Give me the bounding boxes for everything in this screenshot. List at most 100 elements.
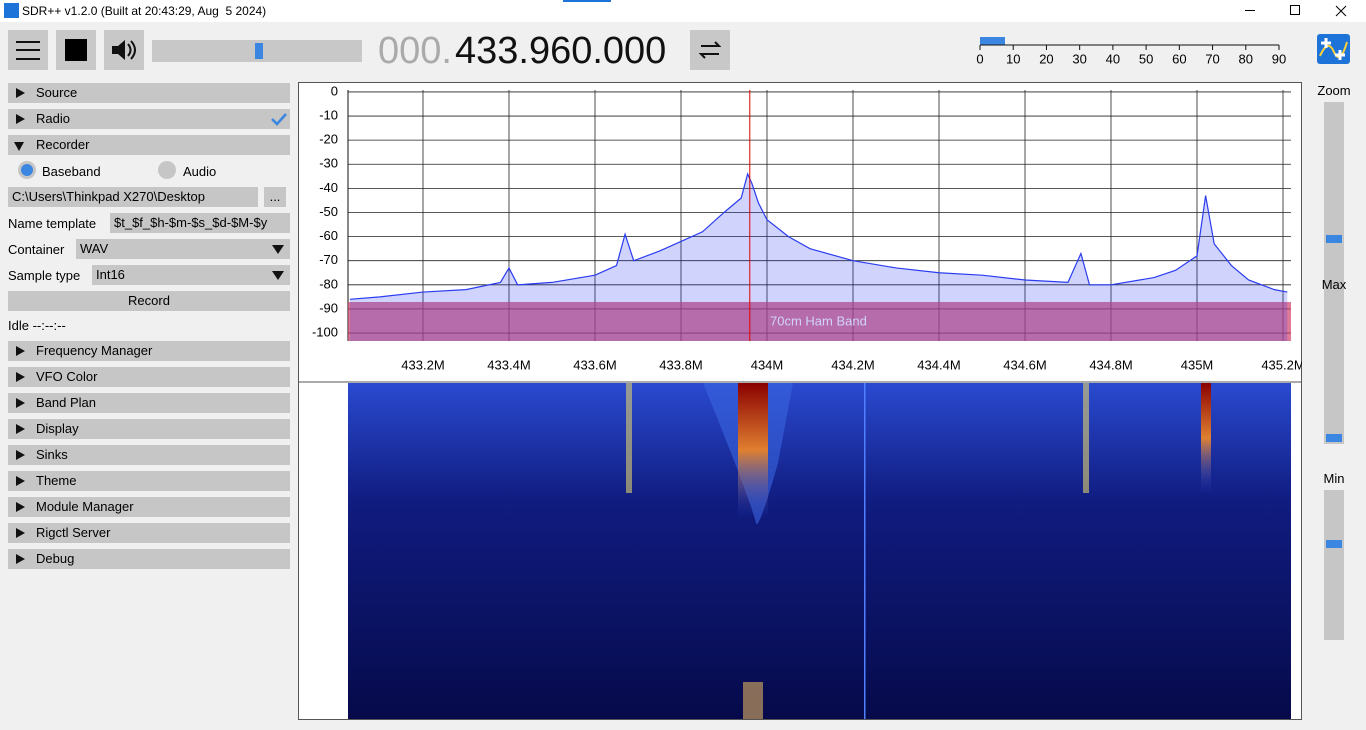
menu-label: Rigctl Server <box>36 525 111 540</box>
meter-tick-label: 90 <box>1272 51 1286 66</box>
frequency[interactable]: 433.960.000 <box>455 30 667 72</box>
label: Audio <box>183 164 217 179</box>
x-tick-label: 434.2M <box>831 357 874 372</box>
path-input[interactable]: C:\Users\Thinkpad X270\Desktop <box>8 187 258 207</box>
y-tick-label: -30 <box>319 156 338 171</box>
menu-header[interactable]: Radio <box>8 109 290 129</box>
menu-header[interactable]: Sinks <box>8 445 290 465</box>
meter-tick-label: 10 <box>1006 51 1020 66</box>
checkmark <box>271 113 287 126</box>
y-tick-label: -10 <box>319 107 338 122</box>
x-tick-label: 433.8M <box>659 357 702 372</box>
y-tick-label: -60 <box>319 228 338 243</box>
meter-tick-label: 20 <box>1039 51 1053 66</box>
menu-header[interactable]: Recorder <box>8 135 290 155</box>
menu-header[interactable]: Band Plan <box>8 393 290 413</box>
y-tick-label: -100 <box>312 324 338 339</box>
spectrum-waterfall: 0 -10 -20 -30 -40 -50 -60 -70 -80 -90 -100 433.2M 43… <box>298 82 1302 720</box>
label: Name template <box>8 216 97 231</box>
trace <box>349 172 1288 300</box>
sample-type-select[interactable]: Int16 <box>92 265 290 285</box>
y-tick-label: -40 <box>319 180 338 195</box>
y-tick-label: -20 <box>319 132 338 147</box>
menu-label: Module Manager <box>36 499 134 514</box>
menu-label: Display <box>36 421 79 436</box>
snr-meter: 0 10 20 30 40 50 60 70 80 90 <box>976 37 1286 66</box>
menu-header[interactable]: Module Manager <box>8 497 290 517</box>
menu-label: Recorder <box>36 137 90 152</box>
menu-label: Radio <box>36 111 70 126</box>
menu-header[interactable]: Rigctl Server <box>8 523 290 543</box>
y-tick-label: 0 <box>331 83 338 98</box>
y-tick-label: -80 <box>319 276 338 291</box>
meter-tick-label: 70 <box>1205 51 1219 66</box>
x-tick-label: 433.4M <box>487 357 530 372</box>
menu-header[interactable]: Frequency Manager <box>8 341 290 361</box>
x-tick-label: 435.2M <box>1261 357 1302 372</box>
zoom-slider[interactable] <box>1324 102 1344 340</box>
trace-fill <box>349 173 1288 341</box>
container-select[interactable]: WAV <box>76 239 290 259</box>
menu-header[interactable]: Display <box>8 419 290 439</box>
meter-tick-label: 30 <box>1072 51 1086 66</box>
x-tick-label: 433.2M <box>401 357 444 372</box>
maximize[interactable] <box>1290 5 1300 15</box>
x-tick-label: 435M <box>1181 357 1214 372</box>
menu-label: Debug <box>36 551 75 566</box>
meter-tick-label: 50 <box>1139 51 1153 66</box>
y-tick-label: -90 <box>319 300 338 315</box>
status: Idle --:--:-- <box>8 318 66 333</box>
waterfall <box>348 383 1291 719</box>
volume-slider[interactable] <box>152 40 362 62</box>
menu-header[interactable]: Debug <box>8 549 290 569</box>
band-label: 70cm Ham Band <box>770 313 867 328</box>
minimize[interactable] <box>1245 10 1255 11</box>
meter-tick-label: 80 <box>1239 51 1253 66</box>
band-plan <box>348 302 1291 341</box>
menu-button[interactable] <box>8 30 48 70</box>
name-template-input[interactable]: $t_$f_$h-$m-$s_$d-$M-$y <box>110 213 290 233</box>
min-slider[interactable] <box>1324 490 1344 640</box>
frequency-prefix: 000. <box>378 30 452 72</box>
tab-indicator <box>563 0 611 2</box>
max-label: Max <box>1321 277 1347 292</box>
x-tick-label: 434M <box>751 357 784 372</box>
meter-tick-label: 40 <box>1106 51 1120 66</box>
x-tick-label: 434.6M <box>1003 357 1046 372</box>
min-label: Min <box>1323 471 1345 486</box>
menu-label: Source <box>36 85 78 100</box>
menu-label: VFO Color <box>36 369 98 384</box>
app-icon <box>4 3 19 18</box>
max-slider[interactable] <box>1324 296 1344 444</box>
y-tick-label: -70 <box>319 252 338 267</box>
radio-audio[interactable] <box>158 161 176 179</box>
menu-header[interactable]: Source <box>8 83 290 103</box>
radio-baseband[interactable] <box>18 161 36 179</box>
meter-tick-label: 0 <box>976 51 983 66</box>
title-bar: SDR++ v1.2.0 (Built at 20:43:29, Aug 5 2… <box>0 0 1366 22</box>
label: Container <box>8 242 65 257</box>
label: Baseband <box>42 164 101 179</box>
x-tick-label: 434.8M <box>1089 357 1132 372</box>
close[interactable] <box>1335 5 1347 17</box>
window-title: SDR++ v1.2.0 (Built at 20:43:29, Aug 5 2… <box>22 4 267 18</box>
menu-header[interactable]: Theme <box>8 471 290 491</box>
zoom-label: Zoom <box>1317 83 1351 98</box>
volume-button[interactable] <box>104 30 144 70</box>
menu-label: Frequency Manager <box>36 343 153 358</box>
menu-label: Theme <box>36 473 77 488</box>
logo <box>1317 34 1350 64</box>
menu-label: Sinks <box>36 447 68 462</box>
swap-button[interactable] <box>690 30 730 70</box>
record-button[interactable]: Record <box>8 291 290 311</box>
x-tick-label: 433.6M <box>573 357 616 372</box>
y-tick-label: -50 <box>319 204 338 219</box>
stop-button[interactable] <box>56 30 96 70</box>
browse-button[interactable]: ... <box>264 187 286 207</box>
label: Sample type <box>8 268 81 283</box>
meter-tick-label: 60 <box>1172 51 1186 66</box>
menu-header[interactable]: VFO Color <box>8 367 290 387</box>
menu-label: Band Plan <box>36 395 96 410</box>
x-tick-label: 434.4M <box>917 357 960 372</box>
